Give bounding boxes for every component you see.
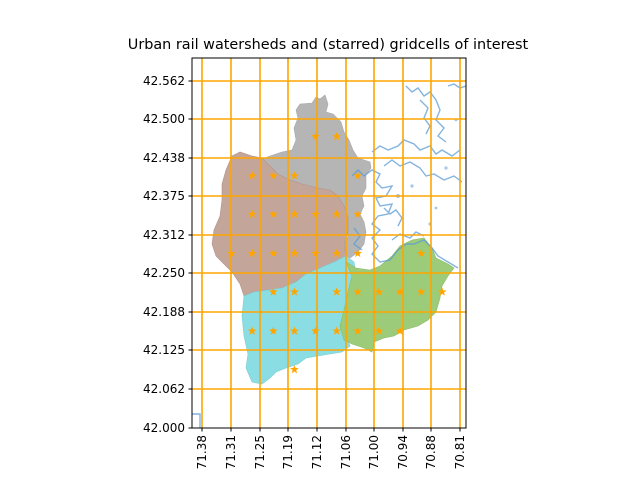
- x-tick-label: 70.81: [453, 435, 467, 469]
- gridcell-star: [247, 248, 257, 258]
- gridcell-star: [247, 209, 257, 218]
- map-area: [192, 58, 466, 428]
- y-tick-label: 42.188: [143, 305, 185, 319]
- gridcell-star: [226, 248, 236, 258]
- x-tick-label: 71.00: [367, 435, 381, 469]
- y-tick-label: 42.000: [143, 421, 185, 435]
- gridcell-star: [395, 287, 405, 296]
- gridcell-star: [311, 132, 320, 141]
- y-tick-label: 42.312: [143, 228, 185, 242]
- gridcell-star: [268, 171, 278, 180]
- y-tick-label: 42.375: [143, 189, 185, 203]
- x-tick-label: 71.19: [281, 435, 295, 469]
- y-tick-label: 42.062: [143, 382, 185, 396]
- y-axis: 42.000 42.062 42.125 42.188 42.250 42.31…: [143, 74, 192, 435]
- x-tick-label: 71.06: [339, 435, 353, 469]
- water-features: [192, 83, 466, 428]
- gridcell-star: [290, 209, 299, 218]
- x-tick-label: 71.31: [224, 435, 238, 469]
- gridcell-star: [332, 248, 342, 258]
- gridcell-star: [247, 171, 257, 180]
- x-tick-label: 70.94: [396, 435, 410, 469]
- watershed-cyan: [241, 255, 357, 385]
- gridcell-star: [268, 209, 278, 218]
- gridcell-star: [332, 326, 342, 335]
- gridcell-star: [416, 287, 426, 296]
- y-tick-label: 42.438: [143, 151, 185, 165]
- gridcell-star: [290, 248, 299, 258]
- gridcell-star: [374, 287, 384, 296]
- grid-lines: [192, 58, 466, 428]
- y-tick-label: 42.250: [143, 266, 185, 280]
- y-tick-label: 42.562: [143, 74, 185, 88]
- water-islands: [396, 118, 458, 226]
- y-tick-label: 42.125: [143, 343, 185, 357]
- gridcell-star: [437, 287, 447, 296]
- x-tick-label: 71.25: [253, 435, 267, 469]
- gridcell-star: [290, 287, 299, 296]
- gridcell-star: [290, 365, 299, 374]
- x-tick-label: 71.12: [310, 435, 324, 469]
- x-tick-label: 71.38: [195, 435, 209, 469]
- map-title: Urban rail watersheds and (starred) grid…: [128, 37, 529, 53]
- gridcell-star: [353, 287, 363, 296]
- gridcell-star: [268, 248, 278, 258]
- gridcell-star: [332, 209, 342, 218]
- y-tick-label: 42.500: [143, 112, 185, 126]
- gridcell-star: [311, 209, 320, 218]
- y-tick-marks: [188, 80, 192, 429]
- x-tick-marks: [201, 428, 461, 432]
- gridcell-star: [353, 209, 363, 218]
- gridcell-star: [247, 326, 257, 335]
- gridcell-star: [268, 287, 278, 296]
- axes-frame: [191, 57, 467, 429]
- gridcell-star: [311, 326, 320, 335]
- gridcell-star: [395, 326, 405, 335]
- gridcell-star: [353, 248, 363, 258]
- gridcell-star: [332, 132, 342, 141]
- gridcell-star: [353, 171, 363, 180]
- x-axis: 71.38 71.31 71.25 71.19 71.12 71.06 71.0…: [195, 428, 467, 469]
- gridcell-star: [290, 326, 299, 335]
- gridcell-star: [290, 171, 299, 180]
- gridcell-stars: [226, 132, 447, 374]
- gridcell-star: [268, 326, 278, 335]
- gridcell-star: [416, 248, 426, 258]
- gridcell-star: [311, 248, 320, 258]
- gridcell-star: [374, 326, 384, 335]
- x-tick-label: 70.88: [424, 435, 438, 469]
- gridcell-star: [332, 287, 342, 296]
- gridcell-star: [353, 326, 363, 335]
